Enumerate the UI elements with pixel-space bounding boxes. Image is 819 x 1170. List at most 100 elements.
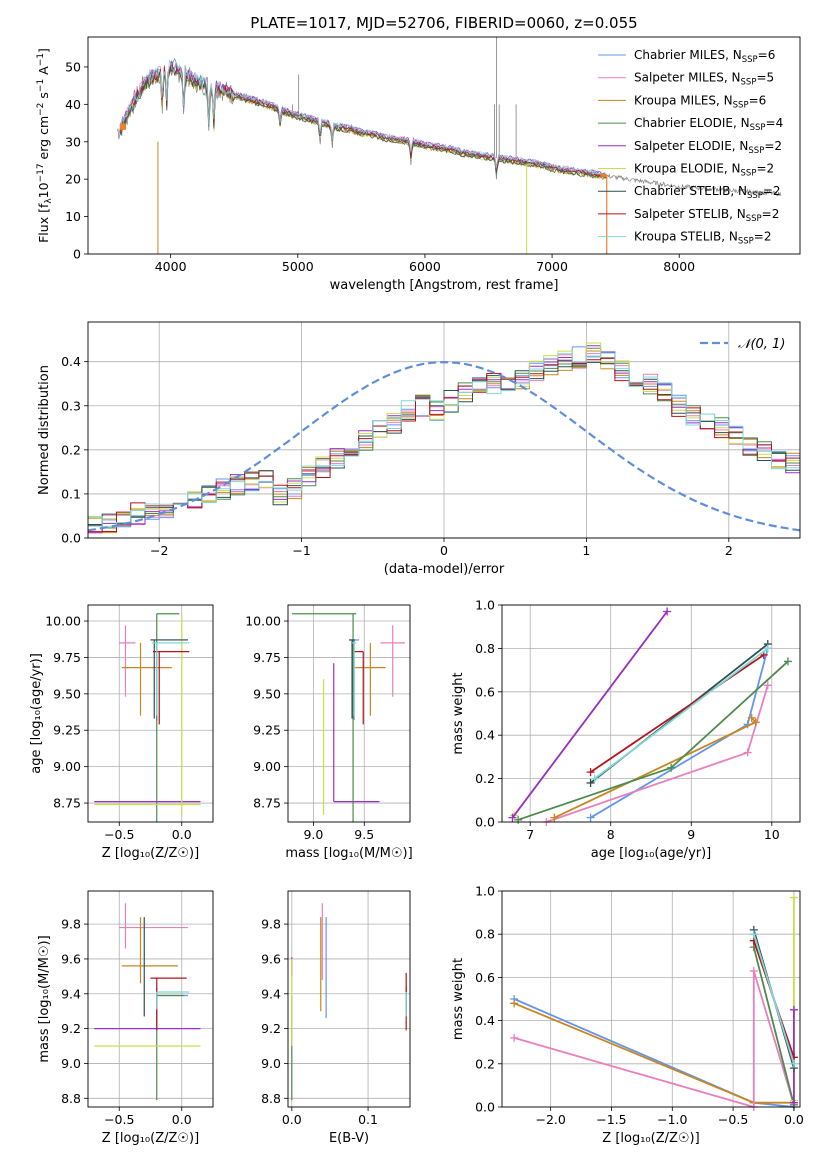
y-tick-label: 0.3 bbox=[61, 398, 81, 413]
y-tick-label: 8.8 bbox=[261, 1091, 281, 1106]
normal-curve bbox=[87, 360, 801, 532]
mass_vs_ebv-axes bbox=[288, 891, 410, 1107]
y-tick-label: 9.8 bbox=[261, 917, 281, 932]
weight-marker-chabrier_stelib bbox=[586, 778, 595, 787]
y-axis-label-part: −1 bbox=[36, 79, 46, 92]
model-spectrum-kroupa_stelib bbox=[119, 59, 607, 176]
chart-title: PLATE=1017, MJD=52706, FIBERID=0060, z=0… bbox=[250, 14, 637, 32]
legend-label-tail: =6 bbox=[758, 48, 776, 62]
y-axis-label-part: A bbox=[36, 66, 51, 79]
weight-marker-chabrier_elodie bbox=[783, 657, 792, 666]
plot-frame bbox=[87, 604, 214, 823]
x-tick-label: 9.0 bbox=[303, 827, 323, 842]
mass_vs_Z-points bbox=[94, 903, 201, 1101]
plot-frame bbox=[287, 604, 411, 823]
y-tick-label: 0.2 bbox=[61, 442, 81, 457]
x-tick-label: 0.1 bbox=[358, 1112, 378, 1127]
x-tick-label: 0 bbox=[440, 543, 448, 558]
x-axis-label: age [log₁₀(age/yr)] bbox=[591, 846, 712, 861]
age_vs_Z-axes bbox=[88, 605, 213, 822]
x-tick-label: 5000 bbox=[282, 259, 314, 274]
x-tick-label: −1.0 bbox=[657, 1112, 687, 1127]
y-tick-label: 10.00 bbox=[45, 614, 81, 629]
y-tick-label: 0.6 bbox=[475, 684, 495, 699]
weight_vs_age-frame: 7 8 9 10 0.0 0.2 0.4 0.6 0.8 1.0 age [log₁₀(age/yr… bbox=[451, 598, 801, 861]
x-tick-label: 7000 bbox=[536, 259, 568, 274]
legend-label-tail: =2 bbox=[763, 184, 781, 198]
x-axis-label: E(B-V) bbox=[329, 1131, 369, 1146]
x-tick-label: 10 bbox=[764, 827, 780, 842]
y-tick-label: 9.6 bbox=[261, 951, 281, 966]
x-tick-label: 0.0 bbox=[172, 1112, 192, 1127]
x-tick-label: −1.5 bbox=[596, 1112, 626, 1127]
y-tick-label: 0.0 bbox=[475, 1100, 495, 1115]
y-tick-label: 9.00 bbox=[53, 759, 81, 774]
y-tick-label: 10.00 bbox=[245, 614, 281, 629]
weight-marker-salpeter_miles bbox=[743, 748, 752, 757]
y-axis-label-part: −17 bbox=[36, 163, 46, 182]
x-tick-label: 9 bbox=[687, 827, 695, 842]
plot-frame bbox=[501, 890, 801, 1108]
y-tick-label: 9.2 bbox=[261, 1021, 281, 1036]
mass_vs_ebv-frame: 0.0 0.1 8.8 9.0 9.2 9.4 9.6 9.8 E(B-V) bbox=[261, 890, 411, 1146]
weight-marker-chabrier_miles bbox=[586, 813, 595, 822]
y-axis-label-part: −1 bbox=[36, 53, 46, 66]
legend-label-text: Chabrier ELODIE, N bbox=[634, 116, 750, 130]
residuals-frame: −2 −1 0 1 2 0.0 0.1 0.2 0.3 0.4 (data-model)/error… bbox=[37, 321, 801, 577]
y-tick-label: 1.0 bbox=[475, 598, 495, 613]
weight-marker-kroupa_stelib bbox=[763, 644, 772, 653]
y-tick-label: 0.0 bbox=[61, 531, 81, 546]
weight_vs_age-axes bbox=[502, 604, 800, 823]
legend-label-tail: =2 bbox=[754, 230, 772, 244]
weight-marker-salpeter_elodie bbox=[508, 813, 517, 822]
legend-label-tail: =5 bbox=[756, 71, 774, 85]
y-tick-label: 0 bbox=[73, 247, 81, 262]
legend-label: Salpeter MILES, NSSP=5 bbox=[634, 71, 774, 88]
x-tick-label: 1 bbox=[582, 543, 590, 558]
weight-marker-salpeter_elodie bbox=[663, 607, 672, 616]
y-axis-label-part: 10 bbox=[36, 182, 51, 198]
weight-marker-kroupa_elodie bbox=[789, 893, 798, 902]
x-tick-label: 8000 bbox=[663, 259, 695, 274]
y-tick-label: 0.6 bbox=[475, 970, 495, 985]
weight-marker-kroupa_stelib bbox=[749, 930, 758, 939]
age_vs_mass-frame: 9.0 9.5 8.75 9.00 9.25 9.50 9.75 10.00 mass [log… bbox=[245, 604, 413, 861]
x-axis-label: (data-model)/error bbox=[384, 562, 505, 577]
legend-label: Kroupa MILES, NSSP=6 bbox=[634, 93, 766, 110]
x-tick-label: 6000 bbox=[409, 259, 441, 274]
mass_vs_Z-frame: −0.5 0.0 8.8 9.0 9.2 9.4 9.6 9.8 Z [log₁₀(Z/Z☉)]… bbox=[37, 890, 214, 1146]
y-tick-label: 9.75 bbox=[53, 650, 81, 665]
legend-label: Salpeter ELODIE, NSSP=2 bbox=[634, 139, 782, 156]
residual-histogram-kroupa_stelib bbox=[88, 352, 800, 528]
legend-label-text: Chabrier STELIB, N bbox=[634, 184, 747, 198]
legend-label: Salpeter STELIB, NSSP=2 bbox=[634, 207, 779, 224]
legend-label-text: Kroupa STELIB, N bbox=[634, 230, 738, 244]
y-tick-label: 40 bbox=[65, 97, 81, 112]
legend-label-tail: =2 bbox=[762, 207, 780, 221]
y-axis-label-part: s bbox=[36, 92, 51, 103]
legend-label: Chabrier ELODIE, NSSP=4 bbox=[634, 116, 783, 133]
legend-label: Chabrier STELIB, NSSP=2 bbox=[634, 184, 781, 201]
weight-line-chabrier_miles bbox=[513, 998, 794, 1108]
y-tick-label: 9.0 bbox=[61, 1056, 81, 1071]
mass_vs_ebv-points bbox=[291, 903, 407, 1101]
y-axis-label: Normed distribution bbox=[37, 365, 52, 495]
x-tick-label: 2 bbox=[725, 543, 733, 558]
age_vs_Z-points bbox=[94, 613, 201, 822]
x-tick-label: 0.0 bbox=[172, 827, 192, 842]
legend-label-text: Kroupa ELODIE, N bbox=[634, 162, 741, 176]
y-tick-label: 0.4 bbox=[61, 354, 81, 369]
x-tick-label: −1 bbox=[292, 543, 310, 558]
weight-marker-kroupa_stelib bbox=[789, 1059, 798, 1068]
y-tick-label: 50 bbox=[65, 59, 81, 74]
x-axis-label: Z [log₁₀(Z/Z☉)] bbox=[602, 1131, 699, 1146]
y-axis-label-part: λ bbox=[44, 198, 54, 204]
y-tick-label: 9.00 bbox=[253, 759, 281, 774]
x-tick-label: −2.0 bbox=[535, 1112, 565, 1127]
y-tick-label: 9.8 bbox=[61, 917, 81, 932]
x-tick-label: −2 bbox=[150, 543, 168, 558]
age_vs_mass-points bbox=[292, 613, 405, 822]
x-tick-label: 4000 bbox=[155, 259, 187, 274]
